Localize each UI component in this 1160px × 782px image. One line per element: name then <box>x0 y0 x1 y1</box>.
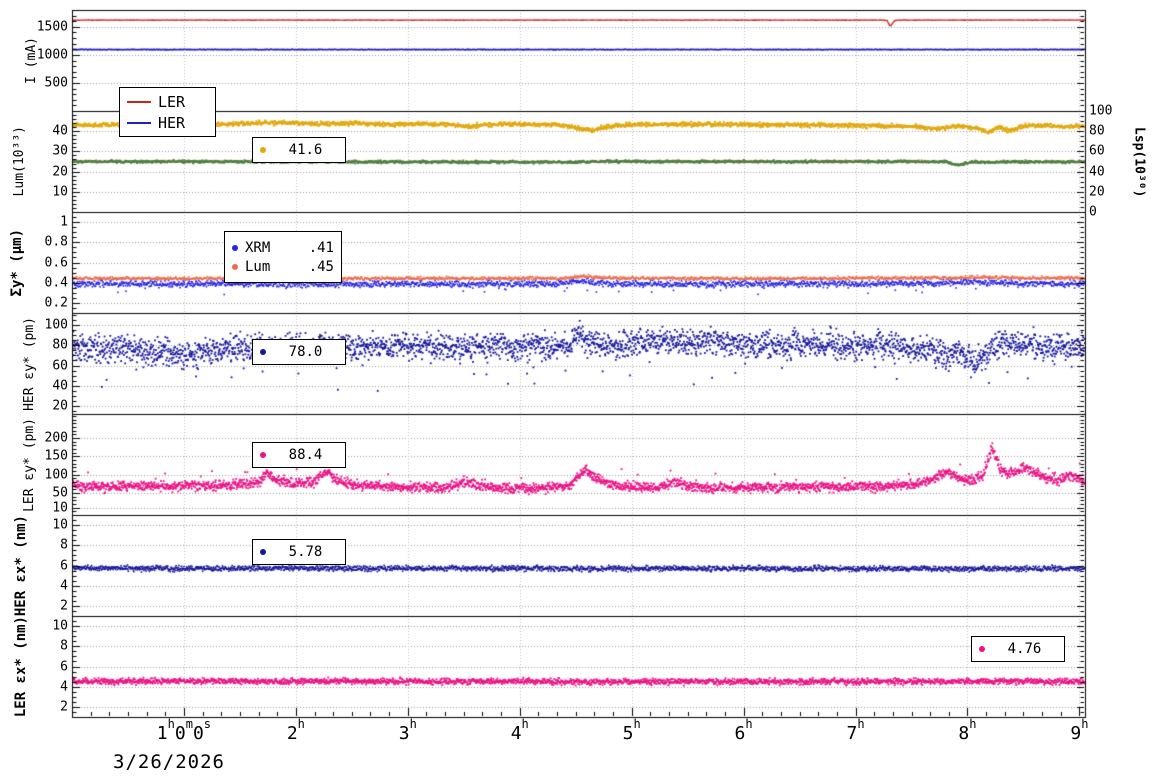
date-label: 3/26/2026 <box>113 751 225 773</box>
